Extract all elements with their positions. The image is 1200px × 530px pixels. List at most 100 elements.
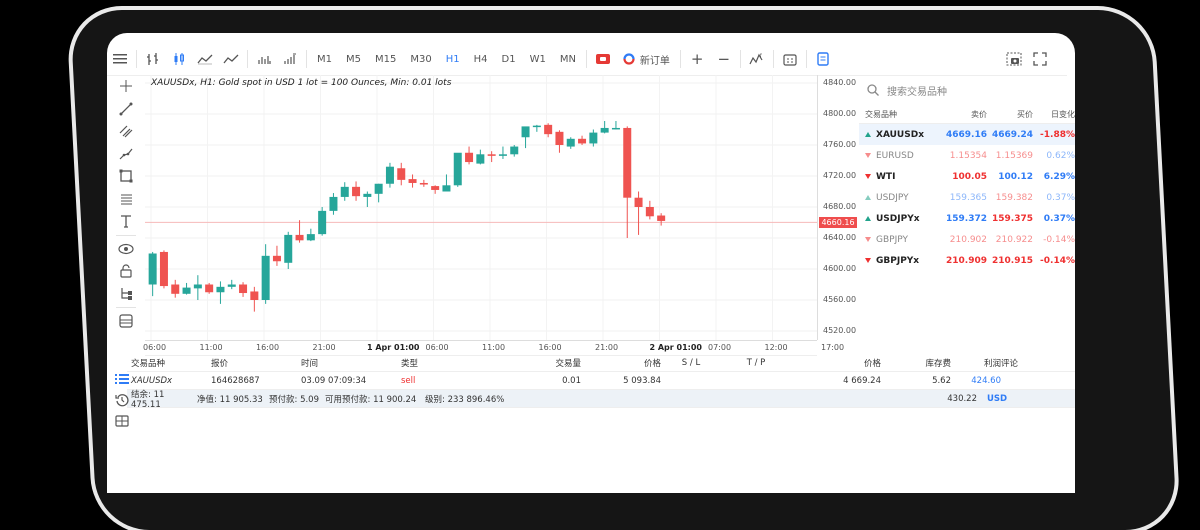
channel-icon[interactable] [114, 120, 138, 143]
bar-chart-icon[interactable] [140, 51, 166, 67]
bid: 159.372 [935, 214, 987, 224]
column-header[interactable]: 评论 [1001, 357, 1041, 369]
timeframe-m5[interactable]: M5 [339, 48, 368, 70]
column-header[interactable]: 交易品种 [127, 357, 211, 369]
price-tick: 4640.00 [823, 233, 856, 242]
calendar-icon[interactable] [777, 51, 803, 67]
screenshot-icon[interactable] [1001, 51, 1027, 67]
price-tick: 4680.00 [823, 202, 856, 211]
current-price-tag: 4660.16 [819, 217, 857, 228]
header-bid[interactable]: 卖价 [935, 109, 987, 120]
zoom-in-button[interactable]: + [684, 48, 711, 70]
rectangle-icon[interactable] [114, 165, 138, 188]
header-ask[interactable]: 买价 [987, 109, 1033, 120]
daily-change: -1.88% [1033, 130, 1075, 140]
visibility-icon[interactable] [114, 238, 138, 261]
new-order-icon [623, 53, 635, 65]
candlestick-icon[interactable] [166, 51, 192, 67]
market-watch-panel: 搜索交易品种 交易品种 卖价 买价 日变化 XAUUSDx4669.164669… [859, 75, 1075, 340]
timeframe-d1[interactable]: D1 [495, 48, 523, 70]
timeframe-mn[interactable]: MN [553, 48, 583, 70]
timeframe-h4[interactable]: H4 [467, 48, 495, 70]
watchlist-row[interactable]: GBPJPYx210.909210.915-0.14% [859, 250, 1075, 271]
watchlist-row[interactable]: USDJPYx159.372159.3750.37% [859, 208, 1075, 229]
time-tick: 21:00 [313, 343, 336, 352]
indicators-icon[interactable]: f [744, 51, 770, 67]
column-header[interactable]: 交易量 [511, 357, 581, 369]
timeframe-w1[interactable]: W1 [523, 48, 553, 70]
timeframe-h1[interactable]: H1 [439, 48, 467, 70]
lock-icon[interactable] [114, 260, 138, 283]
crosshair-icon[interactable] [114, 75, 138, 98]
watchlist-row[interactable]: GBPJPY210.902210.922-0.14% [859, 229, 1075, 250]
watchlist-row[interactable]: XAUUSDx4669.164669.24-1.88% [859, 124, 1075, 145]
candle [318, 207, 326, 236]
column-header[interactable]: 利润 [951, 357, 1001, 369]
time-tick: 11:00 [482, 343, 505, 352]
ask: 1.15369 [987, 151, 1033, 161]
time-tick: 1 Apr 01:00 [367, 343, 419, 352]
tick-volume-icon[interactable] [277, 51, 303, 67]
table-cell: 424.60 [951, 376, 1001, 386]
timeframe-m1[interactable]: M1 [310, 48, 339, 70]
time-tick: 12:00 [765, 343, 788, 352]
candle [307, 229, 315, 241]
column-header[interactable]: 价格 [791, 357, 881, 369]
zoom-out-button[interactable]: − [711, 48, 738, 70]
column-header[interactable]: 报价 [211, 357, 301, 369]
daily-change: 0.37% [1033, 214, 1075, 224]
candle [329, 193, 337, 215]
journal-icon[interactable] [115, 415, 129, 427]
trade-list-icon[interactable] [115, 373, 129, 385]
watchlist-rows: XAUUSDx4669.164669.24-1.88%EURUSD1.15354… [859, 124, 1075, 271]
price-chart[interactable]: XAUUSDx, H1: Gold spot in USD 1 lot = 10… [145, 75, 818, 340]
table-row[interactable]: XAUUSDx16462868703.09 07:09:34sell0.015 … [127, 372, 1075, 390]
ask: 210.915 [987, 256, 1033, 266]
column-header[interactable]: 时间 [301, 357, 401, 369]
price-tick: 4520.00 [823, 326, 856, 335]
templates-icon[interactable] [114, 310, 138, 333]
watchlist-row[interactable]: USDJPY159.365159.3820.37% [859, 187, 1075, 208]
volume-icon[interactable] [251, 51, 277, 67]
bid: 210.902 [935, 235, 987, 245]
timeframe-m15[interactable]: M15 [368, 48, 403, 70]
candle [635, 192, 643, 235]
new-order-button[interactable]: 新订单 [616, 48, 677, 70]
watchlist-row[interactable]: WTI100.05100.126.29% [859, 166, 1075, 187]
candle [397, 163, 405, 185]
time-tick: 06:00 [426, 343, 449, 352]
fullscreen-icon[interactable] [1027, 51, 1053, 67]
fibonacci-icon[interactable] [114, 188, 138, 211]
column-header[interactable]: 价格 [581, 357, 661, 369]
trend-line-icon[interactable] [114, 98, 138, 121]
header-change[interactable]: 日变化 [1033, 109, 1075, 120]
column-header[interactable]: 类型 [401, 357, 511, 369]
search-placeholder: 搜索交易品种 [887, 83, 947, 98]
symbol: EURUSD [876, 151, 914, 161]
column-header[interactable]: S / L [661, 358, 721, 368]
price-tick: 4800.00 [823, 109, 856, 118]
candle [601, 121, 609, 133]
area-chart-icon[interactable] [218, 51, 244, 67]
column-header[interactable]: T / P [721, 358, 791, 368]
one-click-trading-icon[interactable] [590, 51, 616, 67]
header-symbol[interactable]: 交易品种 [859, 109, 935, 120]
history-icon[interactable] [115, 393, 129, 407]
table-cell: 5 093.84 [581, 376, 661, 386]
timeframe-m30[interactable]: M30 [403, 48, 438, 70]
order-book-icon[interactable] [810, 51, 836, 67]
polyline-icon[interactable] [114, 143, 138, 166]
text-tool-icon[interactable] [114, 210, 138, 233]
hamburger-icon[interactable] [107, 51, 133, 67]
objects-tree-icon[interactable] [114, 283, 138, 306]
candle [262, 244, 270, 304]
bid: 4669.16 [935, 130, 987, 140]
candle [555, 130, 563, 152]
line-chart-icon[interactable] [192, 51, 218, 67]
chart-title: XAUUSDx, H1: Gold spot in USD 1 lot = 10… [151, 78, 451, 88]
column-header[interactable]: 库存费 [881, 357, 951, 369]
candlestick-chart[interactable] [145, 75, 817, 340]
watchlist-row[interactable]: EURUSD1.153541.153690.62% [859, 145, 1075, 166]
symbol-search[interactable]: 搜索交易品种 [859, 75, 1075, 105]
price-axis[interactable]: 4840.004800.004760.004720.004680.004640.… [819, 75, 859, 340]
